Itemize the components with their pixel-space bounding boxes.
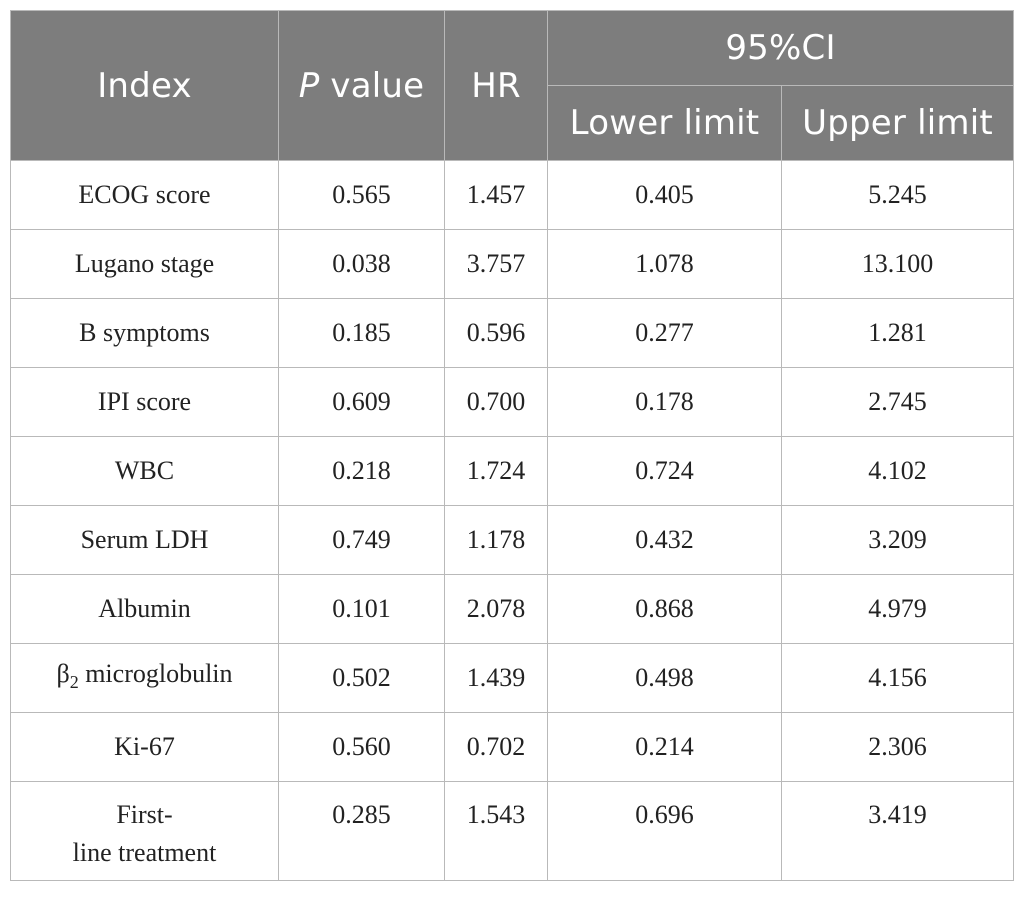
cell-lower-limit: 0.868 bbox=[547, 574, 782, 644]
cell-hr: 0.596 bbox=[444, 298, 548, 368]
cell-upper-limit: 5.245 bbox=[781, 160, 1014, 230]
cell-index: Serum LDH bbox=[10, 505, 279, 575]
table-row: Albumin 0.101 2.078 0.868 4.979 bbox=[10, 574, 1014, 644]
cell-index: First-line treatment bbox=[10, 781, 279, 881]
cell-lower-limit: 0.724 bbox=[547, 436, 782, 506]
cell-hr: 0.702 bbox=[444, 712, 548, 782]
table-body: ECOG score 0.565 1.457 0.405 5.245 Lugan… bbox=[10, 160, 1014, 881]
header-hr: HR bbox=[444, 10, 548, 161]
table-row: First-line treatment 0.285 1.543 0.696 3… bbox=[10, 781, 1014, 881]
cell-upper-limit: 4.156 bbox=[781, 643, 1014, 713]
index-text: microglobulin bbox=[78, 658, 233, 688]
cell-hr: 1.457 bbox=[444, 160, 548, 230]
cell-upper-limit: 4.979 bbox=[781, 574, 1014, 644]
beta-subscript: 2 bbox=[69, 672, 79, 693]
table-row: β2 microglobulin 0.502 1.439 0.498 4.156 bbox=[10, 643, 1014, 713]
table-row: ECOG score 0.565 1.457 0.405 5.245 bbox=[10, 160, 1014, 230]
cell-index: Lugano stage bbox=[10, 229, 279, 299]
cell-index: IPI score bbox=[10, 367, 279, 437]
cell-index: B symptoms bbox=[10, 298, 279, 368]
cell-lower-limit: 0.405 bbox=[547, 160, 782, 230]
table-header: Index P value HR 95%CI Lower limit Upper… bbox=[10, 10, 1014, 161]
cell-lower-limit: 0.432 bbox=[547, 505, 782, 575]
cell-p-value: 0.560 bbox=[278, 712, 445, 782]
cell-p-value: 0.185 bbox=[278, 298, 445, 368]
cell-hr: 1.724 bbox=[444, 436, 548, 506]
cell-p-value: 0.285 bbox=[278, 781, 445, 881]
header-p-value: P value bbox=[278, 10, 445, 161]
cell-p-value: 0.609 bbox=[278, 367, 445, 437]
table-row: WBC 0.218 1.724 0.724 4.102 bbox=[10, 436, 1014, 506]
cell-upper-limit: 2.306 bbox=[781, 712, 1014, 782]
cell-upper-limit: 2.745 bbox=[781, 367, 1014, 437]
cell-hr: 1.439 bbox=[444, 643, 548, 713]
cell-index: WBC bbox=[10, 436, 279, 506]
beta-symbol: β bbox=[56, 658, 70, 688]
header-95ci: 95%CI bbox=[547, 10, 1014, 86]
cell-p-value: 0.749 bbox=[278, 505, 445, 575]
header-p-rest: value bbox=[319, 65, 425, 106]
cell-index: ECOG score bbox=[10, 160, 279, 230]
header-upper-limit: Upper limit bbox=[781, 85, 1014, 161]
index-line-2: line treatment bbox=[72, 838, 217, 867]
cell-p-value: 0.502 bbox=[278, 643, 445, 713]
table-row: Lugano stage 0.038 3.757 1.078 13.100 bbox=[10, 229, 1014, 299]
cell-index: Ki-67 bbox=[10, 712, 279, 782]
cell-index: Albumin bbox=[10, 574, 279, 644]
cell-lower-limit: 0.498 bbox=[547, 643, 782, 713]
table-row: IPI score 0.609 0.700 0.178 2.745 bbox=[10, 367, 1014, 437]
cell-lower-limit: 1.078 bbox=[547, 229, 782, 299]
cell-lower-limit: 0.696 bbox=[547, 781, 782, 881]
cell-upper-limit: 1.281 bbox=[781, 298, 1014, 368]
cell-hr: 0.700 bbox=[444, 367, 548, 437]
header-index: Index bbox=[10, 10, 279, 161]
cell-upper-limit: 4.102 bbox=[781, 436, 1014, 506]
cell-lower-limit: 0.178 bbox=[547, 367, 782, 437]
table-row: B symptoms 0.185 0.596 0.277 1.281 bbox=[10, 298, 1014, 368]
table-row: Serum LDH 0.749 1.178 0.432 3.209 bbox=[10, 505, 1014, 575]
cell-p-value: 0.101 bbox=[278, 574, 445, 644]
table-row: Ki-67 0.560 0.702 0.214 2.306 bbox=[10, 712, 1014, 782]
cell-upper-limit: 3.419 bbox=[781, 781, 1014, 881]
cell-index: β2 microglobulin bbox=[10, 643, 279, 713]
cell-hr: 1.178 bbox=[444, 505, 548, 575]
cell-p-value: 0.565 bbox=[278, 160, 445, 230]
cell-hr: 3.757 bbox=[444, 229, 548, 299]
cell-upper-limit: 3.209 bbox=[781, 505, 1014, 575]
header-p-italic: P bbox=[298, 65, 320, 106]
cell-lower-limit: 0.214 bbox=[547, 712, 782, 782]
cox-regression-table: Index P value HR 95%CI Lower limit Upper… bbox=[10, 10, 1014, 881]
index-line-1: First- bbox=[116, 800, 173, 829]
cell-hr: 1.543 bbox=[444, 781, 548, 881]
header-lower-limit: Lower limit bbox=[547, 85, 782, 161]
cell-hr: 2.078 bbox=[444, 574, 548, 644]
cell-upper-limit: 13.100 bbox=[781, 229, 1014, 299]
cell-p-value: 0.218 bbox=[278, 436, 445, 506]
cell-p-value: 0.038 bbox=[278, 229, 445, 299]
cell-lower-limit: 0.277 bbox=[547, 298, 782, 368]
